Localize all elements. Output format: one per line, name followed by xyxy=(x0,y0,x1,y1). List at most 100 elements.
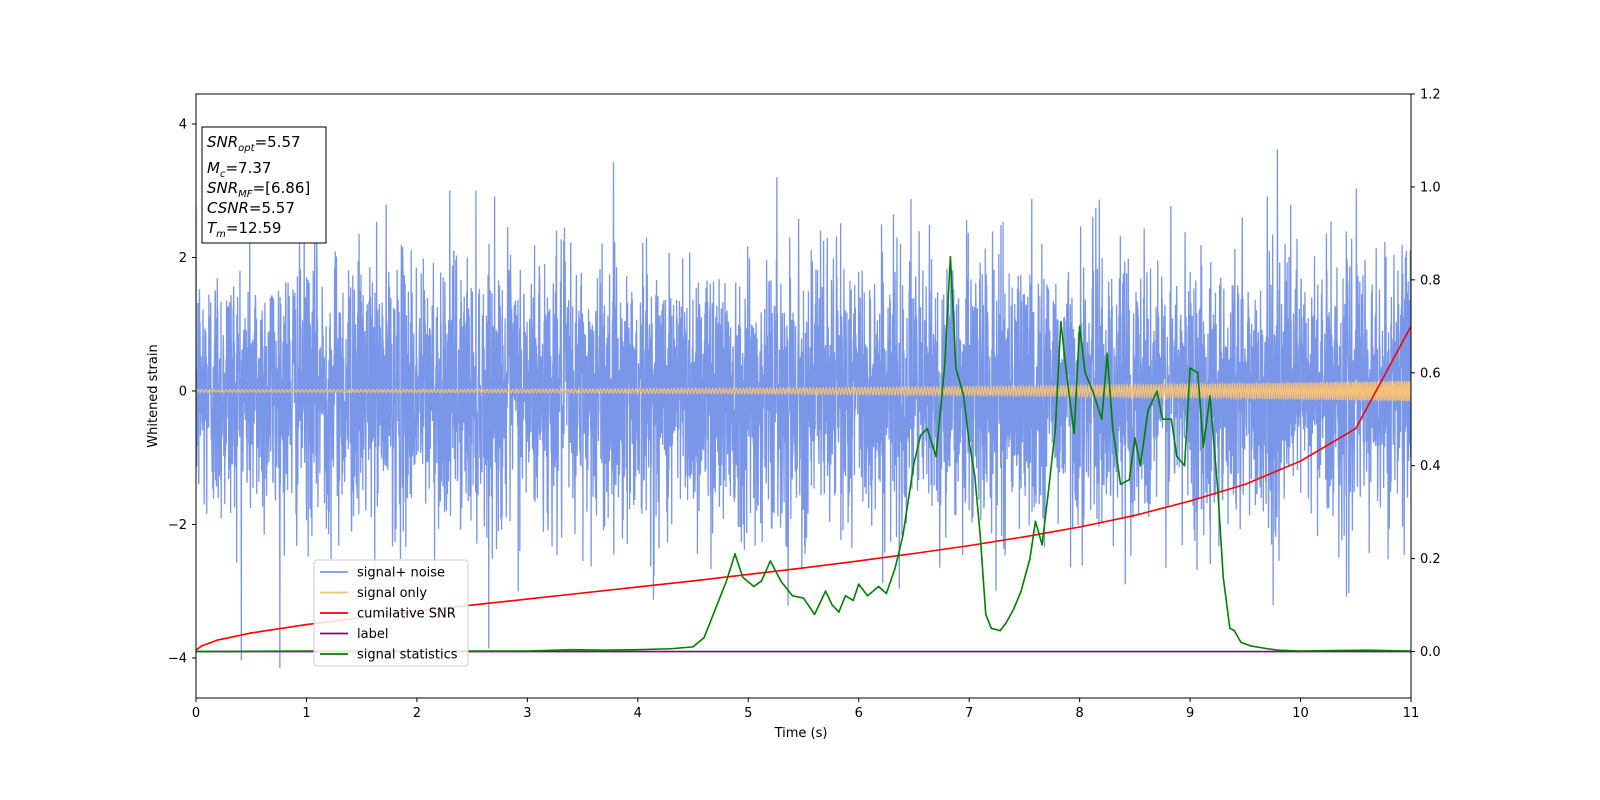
series-signal-statistics-point xyxy=(1183,464,1186,467)
x-tick-label: 10 xyxy=(1292,706,1309,721)
y2-tick-label: 0.6 xyxy=(1420,366,1441,381)
x-tick-label: 7 xyxy=(965,706,973,721)
x-tick-label: 8 xyxy=(1075,706,1083,721)
series-signal-statistics-point xyxy=(926,427,929,430)
y-tick-label: 0 xyxy=(179,384,187,399)
y-axis-label: Whitened strain xyxy=(146,344,161,447)
series-signal-statistics-point xyxy=(753,585,755,588)
series-cumilative-snr-point xyxy=(1244,483,1247,486)
series-signal-statistics-point xyxy=(1170,418,1173,421)
annotation-value: =12.59 xyxy=(226,219,282,237)
series-cumilative-snr-point xyxy=(250,632,253,634)
x-axis-label: Time (s) xyxy=(774,726,828,741)
annotation-value: =7.37 xyxy=(225,159,271,177)
annotation-value: =5.57 xyxy=(255,133,301,151)
series-signal-statistics-point xyxy=(1128,478,1131,481)
series-signal-statistics-point xyxy=(968,441,970,444)
series-signal-statistics-point xyxy=(1189,367,1191,369)
x-tick-label: 11 xyxy=(1403,706,1420,721)
series-signal-statistics-point xyxy=(703,636,705,639)
x-tick-label: 5 xyxy=(744,706,752,721)
series-signal-statistics-point xyxy=(1202,446,1205,448)
series-signal-statistics-point xyxy=(670,647,672,650)
series-signal-statistics-point xyxy=(1034,520,1037,523)
x-tick-label: 1 xyxy=(302,706,310,721)
series-signal-statistics-point xyxy=(1106,353,1109,355)
series-signal-statistics-point xyxy=(885,592,888,595)
series-signal-statistics-point xyxy=(962,395,965,397)
y2-tick-label: 0.4 xyxy=(1420,459,1441,474)
series-signal-statistics-point xyxy=(802,597,805,599)
series-signal-statistics-point xyxy=(1092,390,1094,393)
annotation-line: Tm=12.59 xyxy=(207,219,281,240)
series-signal-statistics-point xyxy=(831,604,834,606)
series-signal-statistics-point xyxy=(979,534,982,537)
series-signal-statistics-point xyxy=(1073,432,1075,434)
annotation-box: SNRopt=5.57Mc=7.37SNRMF=[6.86]CSNR=5.57T… xyxy=(201,126,327,244)
series-cumilative-snr-point xyxy=(1134,514,1136,517)
series-signal-statistics-point xyxy=(760,580,763,582)
series-signal-statistics-point xyxy=(990,627,993,630)
x-tick-label: 9 xyxy=(1186,706,1194,721)
series-signal-statistics-point xyxy=(1139,464,1142,467)
legend-entry: label xyxy=(357,627,388,642)
annotation-symbol: SNR xyxy=(207,133,238,151)
series-signal-statistics-point xyxy=(1119,483,1122,486)
series-cumilative-snr-point xyxy=(747,573,750,576)
annotation-symbol: CSNR xyxy=(207,199,249,217)
series-signal-statistics-point xyxy=(984,613,987,616)
series-signal-statistics-point xyxy=(1176,455,1178,458)
y-tick-label: −4 xyxy=(168,651,187,666)
series-signal-statistics-point xyxy=(1065,371,1068,374)
annotation-line: Mc=7.37 xyxy=(207,159,271,180)
series-signal-statistics-point xyxy=(838,611,840,613)
annotation-line: SNRMF=[6.86] xyxy=(207,179,310,200)
series-signal-statistics-point xyxy=(894,567,896,569)
series-cumilative-snr-point xyxy=(637,586,639,588)
series-cumilative-snr-point xyxy=(1299,460,1302,462)
series-signal-statistics-point xyxy=(734,553,736,555)
plot-frame xyxy=(195,93,1412,699)
series-signal-statistics-point xyxy=(935,455,937,458)
annotation-symbol: M xyxy=(207,159,220,177)
series-signal-statistics-point xyxy=(780,581,783,583)
series-signal-statistics-point xyxy=(741,576,744,578)
annotation-subscript: MF xyxy=(238,189,253,200)
series-signal-statistics-point xyxy=(1084,371,1086,374)
series-cumilative-snr-point xyxy=(857,560,860,562)
series-signal-statistics-point xyxy=(1277,649,1280,651)
series-signal-statistics-point xyxy=(1111,427,1114,430)
series-signal-statistics-point xyxy=(1020,590,1022,592)
legend: signal+ noise signal only cumilative SNR la… xyxy=(313,559,469,667)
y2-tick-label: 1.0 xyxy=(1420,180,1441,195)
series-signal-statistics-point xyxy=(857,583,860,585)
series-cumilative-snr-point xyxy=(581,592,584,594)
series-signal-statistics-point xyxy=(1233,629,1236,632)
series-cumilative-snr-point xyxy=(217,639,219,641)
legend-frame xyxy=(313,559,469,667)
series-signal-statistics-point xyxy=(1041,543,1043,546)
y2-tick-label: 1.2 xyxy=(1420,88,1441,103)
annotation-line: CSNR=5.57 xyxy=(207,199,295,217)
series-signal-statistics-point xyxy=(1054,427,1057,430)
series-signal-statistics-point xyxy=(1060,320,1062,323)
series-signal-statistics-point xyxy=(791,594,794,597)
x-tick-label: 2 xyxy=(413,706,421,721)
annotation-value: =[6.86] xyxy=(253,179,311,197)
series-signal-statistics-point xyxy=(824,590,827,592)
series-signal-only xyxy=(196,379,1411,403)
series-signal-statistics-point xyxy=(1047,488,1050,490)
y2-tick-label: 0.2 xyxy=(1420,552,1441,567)
series-signal-statistics-point xyxy=(1100,418,1103,421)
legend-entry: signal only xyxy=(357,586,427,601)
series-signal-statistics-point xyxy=(1240,641,1242,644)
series-signal-statistics-point xyxy=(955,367,957,369)
series-signal-statistics-point xyxy=(844,594,847,597)
series-signal-statistics-point xyxy=(973,474,976,476)
annotation-frame xyxy=(201,126,327,244)
series-signal-statistics-point xyxy=(1366,649,1368,651)
y-tick-label: 2 xyxy=(179,251,187,266)
series-signal-statistics-point xyxy=(526,650,529,652)
annotation-symbol: T xyxy=(207,219,218,237)
series-signal-statistics-point xyxy=(637,648,639,651)
